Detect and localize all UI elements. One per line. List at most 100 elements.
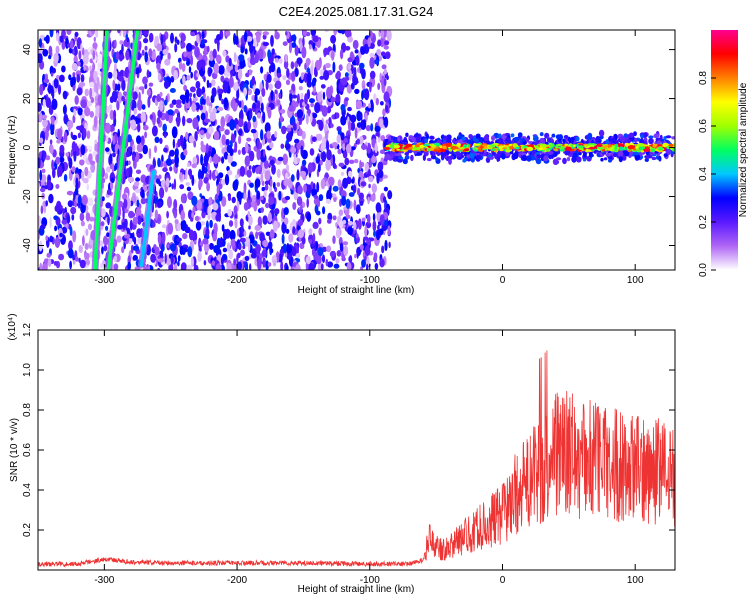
snr-x-label: Height of straight line (km) <box>298 584 415 595</box>
noise-cell <box>246 36 253 42</box>
noise-cell <box>38 215 42 227</box>
noise-cell <box>54 204 60 212</box>
noise-cell <box>261 186 266 192</box>
tone-core-cell <box>668 143 674 147</box>
noise-cell <box>175 99 182 105</box>
noise-cell <box>100 208 106 218</box>
noise-cell <box>340 115 347 126</box>
noise-cell <box>360 46 366 55</box>
noise-cell <box>77 107 83 116</box>
noise-cell <box>192 117 199 130</box>
noise-cell <box>344 45 351 51</box>
noise-cell <box>200 129 205 136</box>
noise-cell <box>308 262 315 270</box>
noise-cell <box>136 143 143 153</box>
noise-cell <box>186 60 190 66</box>
noise-cell <box>177 255 181 262</box>
tone-halo-cell <box>634 137 638 143</box>
noise-cell <box>179 184 185 190</box>
noise-cell <box>127 160 131 166</box>
noise-cell <box>147 264 151 270</box>
noise-cell <box>188 229 195 241</box>
noise-cell <box>383 116 389 128</box>
noise-cell <box>323 70 330 81</box>
noise-cell <box>366 263 369 270</box>
noise-cell <box>234 141 238 153</box>
noise-cell <box>240 99 244 110</box>
noise-cell <box>246 137 252 142</box>
noise-cell <box>262 239 268 248</box>
noise-cell <box>86 130 91 140</box>
noise-cell <box>367 175 374 183</box>
noise-cell <box>325 258 329 267</box>
noise-cell <box>309 112 313 123</box>
noise-cell <box>230 161 237 167</box>
noise-cell <box>243 31 248 43</box>
noise-cell <box>61 219 68 225</box>
noise-cell <box>73 45 78 56</box>
noise-cell <box>369 56 375 69</box>
noise-cell <box>344 97 349 102</box>
tone-halo-cell <box>539 132 544 137</box>
noise-cell <box>286 127 292 132</box>
noise-cell <box>186 264 193 270</box>
tone-halo-cell <box>517 153 523 157</box>
tone-halo-cell <box>572 152 577 159</box>
noise-cell <box>105 147 110 152</box>
noise-cell <box>97 53 104 64</box>
tone-halo-cell <box>543 155 549 162</box>
noise-cell <box>221 179 226 186</box>
noise-cell <box>260 66 264 74</box>
snr-x-axis: -300 -200 -100 0 100 <box>94 330 644 586</box>
tone-core-cell <box>520 145 525 150</box>
noise-cell <box>225 138 230 146</box>
noise-cell <box>71 134 78 141</box>
noise-cell <box>262 41 269 47</box>
noise-cell <box>369 82 372 93</box>
noise-cell <box>124 230 127 236</box>
noise-cell <box>205 227 210 237</box>
noise-cell <box>335 112 340 119</box>
noise-cell <box>263 190 267 198</box>
noise-cell <box>361 217 366 222</box>
noise-cell <box>82 177 89 184</box>
noise-cell <box>269 160 275 165</box>
noise-cell <box>341 195 347 206</box>
noise-cell <box>225 30 231 37</box>
spectrogram-y-axis: 40 20 0 -20 -40 <box>22 44 675 253</box>
noise-cell <box>347 57 353 63</box>
noise-cell <box>223 151 229 160</box>
noise-cell <box>86 145 93 150</box>
noise-cell <box>204 155 208 167</box>
noise-cell <box>79 212 85 222</box>
noise-cell <box>42 119 48 128</box>
noise-cell <box>75 256 79 262</box>
noise-cell <box>294 45 299 56</box>
noise-cell <box>200 153 204 166</box>
noise-cell <box>46 252 51 258</box>
noise-cell <box>185 131 189 141</box>
noise-cell <box>107 71 113 79</box>
noise-cell <box>50 116 55 125</box>
noise-cell <box>383 91 390 103</box>
noise-cell <box>276 72 282 78</box>
noise-cell <box>288 105 295 112</box>
noise-cell <box>228 249 233 260</box>
noise-cell <box>61 65 66 73</box>
noise-cell <box>306 212 312 222</box>
noise-cell <box>247 240 251 252</box>
noise-cell <box>84 88 90 97</box>
noise-cell <box>176 39 180 45</box>
noise-cell <box>350 114 357 123</box>
noise-cell <box>112 135 116 145</box>
noise-cell <box>207 205 211 217</box>
noise-cell <box>118 75 124 82</box>
noise-cell <box>325 119 330 125</box>
noise-cell <box>135 117 141 124</box>
noise-cell <box>148 82 154 87</box>
noise-cell <box>148 48 153 58</box>
noise-cell <box>95 105 101 117</box>
noise-cell <box>363 236 369 241</box>
noise-cell <box>77 194 82 206</box>
